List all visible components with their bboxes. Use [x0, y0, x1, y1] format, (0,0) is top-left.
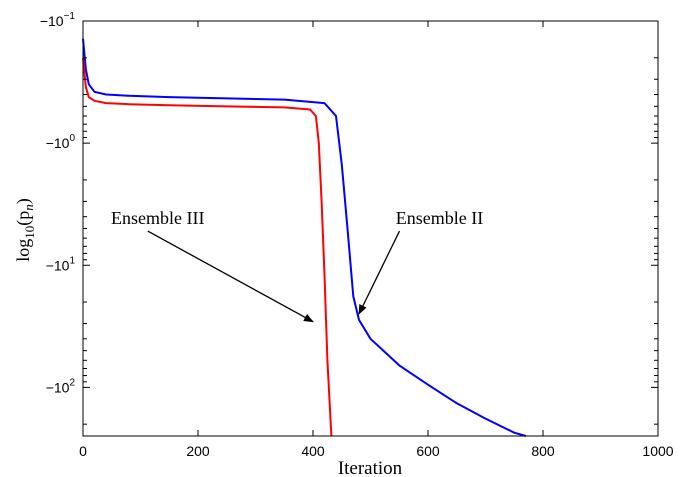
x-tick-label: 200	[186, 443, 210, 459]
x-tick-label: 800	[531, 443, 555, 459]
x-tick-label: 600	[416, 443, 440, 459]
y-tick-label: −101	[46, 255, 76, 273]
plot-frame	[82, 20, 659, 437]
y-axis-ticks: −10−1 −100 −101 −102	[40, 11, 658, 425]
x-axis-ticks: 0 200 400 600 800 1000	[79, 21, 674, 459]
y-axis-label-sub: n	[21, 204, 36, 211]
annotation-label-1: Ensemble III	[111, 208, 204, 228]
plot-curves	[82, 38, 527, 437]
y-axis-label-arg: (p	[13, 211, 34, 226]
x-tick-label: 400	[301, 443, 325, 459]
y-tick-label: −100	[46, 133, 76, 151]
y-tick-label: −102	[46, 377, 76, 395]
annotation-arrow-2	[358, 230, 401, 315]
x-axis-label: Iteration	[338, 458, 403, 477]
series-line-2	[82, 57, 333, 437]
annotations: Ensemble III Ensemble II	[111, 208, 483, 323]
x-tick-label: 0	[79, 443, 87, 459]
x-tick-label: 1000	[642, 443, 673, 459]
y-axis-label: log10(pn)	[13, 198, 37, 262]
annotation-arrow-1	[147, 230, 314, 323]
series-line-1	[82, 38, 527, 437]
y-axis-label-prefix: log	[13, 239, 33, 262]
y-tick-label: −10−1	[40, 11, 76, 29]
y-axis-label-close: )	[13, 198, 34, 204]
annotation-label-2: Ensemble II	[396, 208, 483, 228]
y-axis-label-base: 10	[22, 226, 37, 239]
